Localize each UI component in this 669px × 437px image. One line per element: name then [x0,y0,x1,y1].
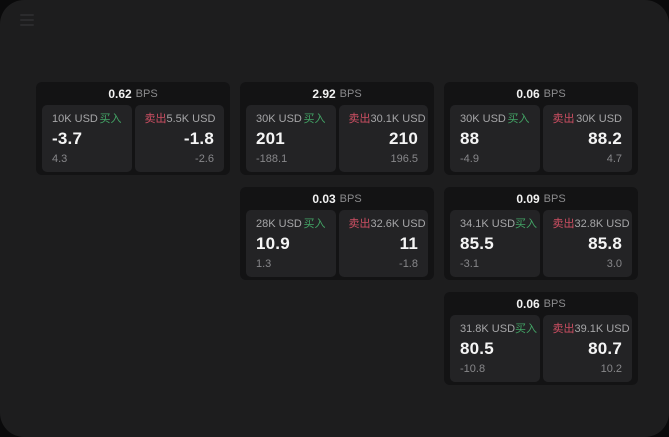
sell-panel[interactable]: 卖出 5.5K USD -1.8 -2.6 [134,105,224,172]
buy-price: -3.7 [52,129,83,148]
sell-panel[interactable]: 卖出 30.1K USD 210 196.5 [338,105,428,172]
bps-header: 0.06 BPS [444,292,638,315]
bps-header: 0.03 BPS [240,187,434,210]
sell-panel[interactable]: 卖出 30K USD 88.2 4.7 [542,105,632,172]
bps-value: 0.62 [108,86,132,101]
sell-delta: 10.2 [600,363,622,375]
buy-price: 201 [256,129,285,148]
buy-panel[interactable]: 34.1K USD 买入 85.5 -3.1 [450,210,540,277]
buy-price: 85.5 [460,234,494,253]
sell-panel[interactable]: 卖出 32.6K USD 11 -1.8 [338,210,428,277]
buy-button[interactable]: 买入 [303,113,326,125]
buy-size: 10K USD [52,113,98,125]
buy-size: 30K USD [256,113,302,125]
buy-panel[interactable]: 30K USD 买入 201 -188.1 [246,105,336,172]
bps-header: 0.06 BPS [444,82,638,105]
quote-card: 0.03 BPS 28K USD 买入 10.9 1.3 卖出 32.6K US… [240,187,434,280]
buy-delta: 1.3 [256,258,272,270]
buy-size: 34.1K USD [460,218,516,230]
quote-card: 2.92 BPS 30K USD 买入 201 -188.1 卖出 30.1K … [240,82,434,175]
quote-card: 0.62 BPS 10K USD 买入 -3.7 4.3 卖出 5.5K USD… [36,82,230,175]
sell-delta: 4.7 [606,153,622,165]
sell-button[interactable]: 卖出 [552,113,575,125]
buy-panel[interactable]: 31.8K USD 买入 80.5 -10.8 [450,315,540,382]
bps-unit-label: BPS [543,297,566,310]
buy-delta: -10.8 [460,363,486,375]
buy-panel[interactable]: 30K USD 买入 88 -4.9 [450,105,540,172]
bps-header: 0.09 BPS [444,187,638,210]
sell-delta: 3.0 [606,258,622,270]
buy-delta: -4.9 [460,153,479,165]
bps-value: 0.09 [516,191,540,206]
sell-price: 88.2 [588,129,622,148]
quote-card: 0.06 BPS 30K USD 买入 88 -4.9 卖出 30K USD 8… [444,82,638,175]
buy-size: 31.8K USD [460,323,516,335]
sell-size: 30K USD [576,113,622,125]
sell-price: 11 [399,234,418,253]
bps-header: 2.92 BPS [240,82,434,105]
bps-value: 2.92 [312,86,336,101]
buy-price: 88 [460,129,480,148]
sell-price: 80.7 [588,339,622,358]
bps-value: 0.06 [516,86,540,101]
buy-size: 30K USD [460,113,506,125]
sell-panel[interactable]: 卖出 39.1K USD 80.7 10.2 [542,315,632,382]
sell-size: 5.5K USD [166,113,216,125]
bps-value: 0.03 [312,191,336,206]
sell-delta: -2.6 [195,153,214,165]
buy-button[interactable]: 买入 [515,323,538,335]
buy-button[interactable]: 买入 [303,218,326,230]
sell-button[interactable]: 卖出 [144,113,167,125]
sell-button[interactable]: 卖出 [348,218,371,230]
menu-icon[interactable] [20,14,34,26]
buy-delta: -3.1 [460,258,479,270]
sell-delta: -1.8 [399,258,418,270]
sell-panel[interactable]: 卖出 32.8K USD 85.8 3.0 [542,210,632,277]
buy-delta: 4.3 [52,153,68,165]
quote-card: 0.06 BPS 31.8K USD 买入 80.5 -10.8 卖出 39.1… [444,292,638,385]
sell-button[interactable]: 卖出 [348,113,371,125]
quote-card: 0.09 BPS 34.1K USD 买入 85.5 -3.1 卖出 32.8K… [444,187,638,280]
sell-button[interactable]: 卖出 [552,323,575,335]
buy-price: 80.5 [460,339,494,358]
bps-unit-label: BPS [543,192,566,205]
sell-delta: 196.5 [390,153,418,165]
sell-button[interactable]: 卖出 [552,218,575,230]
bps-unit-label: BPS [543,87,566,100]
sell-price: 210 [389,129,418,148]
buy-button[interactable]: 买入 [507,113,530,125]
bps-unit-label: BPS [135,87,158,100]
sell-price: 85.8 [588,234,622,253]
sell-price: -1.8 [183,129,214,148]
bps-unit-label: BPS [339,192,362,205]
sell-size: 32.8K USD [574,218,630,230]
bps-unit-label: BPS [339,87,362,100]
sell-size: 32.6K USD [370,218,426,230]
buy-button[interactable]: 买入 [515,218,538,230]
buy-price: 10.9 [256,234,290,253]
bps-value: 0.06 [516,296,540,311]
buy-delta: -188.1 [256,153,288,165]
sell-size: 39.1K USD [574,323,630,335]
buy-panel[interactable]: 28K USD 买入 10.9 1.3 [246,210,336,277]
sell-size: 30.1K USD [370,113,426,125]
buy-button[interactable]: 买入 [99,113,122,125]
bps-header: 0.62 BPS [36,82,230,105]
buy-size: 28K USD [256,218,302,230]
buy-panel[interactable]: 10K USD 买入 -3.7 4.3 [42,105,132,172]
